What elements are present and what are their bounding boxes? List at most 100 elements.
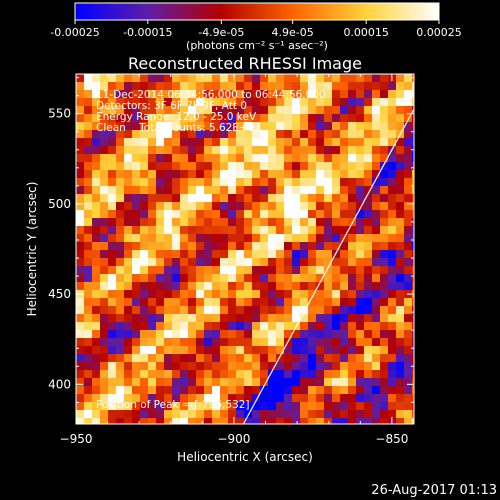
heatmap-cell <box>204 314 213 323</box>
heatmap-cell <box>380 90 389 99</box>
heatmap-cell <box>172 338 181 347</box>
heatmap-cell <box>180 290 189 299</box>
heatmap-cell <box>196 394 205 403</box>
heatmap-cell <box>268 330 277 339</box>
heatmap-cell <box>100 114 109 123</box>
heatmap-cell <box>116 370 125 379</box>
heatmap-cell <box>340 226 349 235</box>
heatmap-cell <box>324 234 333 243</box>
heatmap-cell <box>132 226 141 235</box>
heatmap-cell <box>316 266 325 275</box>
heatmap-cell <box>84 282 93 291</box>
heatmap-cell <box>332 74 341 83</box>
heatmap-cell <box>92 258 101 267</box>
heatmap-cell <box>412 354 414 363</box>
heatmap-cell <box>244 306 253 315</box>
info-annotations: 11-Dec-2014 06:34:56.000 to 06:44:56.000… <box>96 89 326 411</box>
heatmap-cell <box>204 114 213 123</box>
heatmap-cell <box>148 402 157 411</box>
heatmap-cell <box>220 306 229 315</box>
heatmap-cell <box>356 138 365 147</box>
heatmap-cell <box>132 394 141 403</box>
heatmap-cell <box>380 194 389 203</box>
heatmap-cell <box>340 170 349 179</box>
heatmap-cell <box>284 298 293 307</box>
heatmap-cell <box>132 90 141 99</box>
heatmap-cell <box>356 330 365 339</box>
heatmap-cell <box>332 186 341 195</box>
heatmap-cell <box>276 370 285 379</box>
heatmap-cell <box>204 106 213 115</box>
heatmap-cell <box>332 234 341 243</box>
colorbar-tick-label: -0.00025 <box>50 26 99 39</box>
heatmap-cell <box>236 218 245 227</box>
heatmap-cell <box>156 330 165 339</box>
heatmap-cell <box>284 170 293 179</box>
heatmap-cell <box>276 250 285 259</box>
heatmap-cell <box>404 274 413 283</box>
heatmap-cell <box>100 210 109 219</box>
heatmap-cell <box>116 346 125 355</box>
heatmap-cell <box>76 338 85 347</box>
y-tick-label: 450 <box>48 287 71 301</box>
heatmap-cell <box>108 378 117 387</box>
heatmap-cell <box>180 370 189 379</box>
heatmap-cell <box>388 178 397 187</box>
heatmap-cell <box>188 154 197 163</box>
heatmap-cell <box>212 170 221 179</box>
heatmap-cell <box>364 226 373 235</box>
heatmap-cell <box>404 282 413 291</box>
heatmap-cell <box>148 386 157 395</box>
heatmap-cell <box>324 386 333 395</box>
heatmap-cell <box>276 306 285 315</box>
heatmap-cell <box>300 202 309 211</box>
heatmap-cell <box>84 306 93 315</box>
heatmap-cell <box>220 210 229 219</box>
heatmap-cell <box>332 138 341 147</box>
heatmap-cell <box>228 346 237 355</box>
heatmap-cell <box>396 314 405 323</box>
heatmap-cell <box>188 146 197 155</box>
heatmap-cell <box>348 346 357 355</box>
heatmap-cell <box>260 194 269 203</box>
heatmap-cell <box>276 74 285 83</box>
heatmap-cell <box>316 90 325 99</box>
heatmap-cell <box>84 202 93 211</box>
heatmap-cell <box>180 130 189 139</box>
heatmap-cell <box>292 194 301 203</box>
heatmap-cell <box>356 106 365 115</box>
heatmap-cell <box>372 274 381 283</box>
heatmap-cell <box>108 346 117 355</box>
heatmap-cell <box>156 226 165 235</box>
heatmap-cell <box>356 194 365 203</box>
heatmap-cell <box>300 378 309 387</box>
heatmap-cell <box>140 338 149 347</box>
heatmap-cell <box>196 330 205 339</box>
heatmap-cell <box>372 194 381 203</box>
heatmap-cell <box>116 130 125 139</box>
heatmap-cell <box>140 370 149 379</box>
heatmap-cell <box>412 314 414 323</box>
heatmap-cell <box>292 338 301 347</box>
heatmap-cell <box>212 282 221 291</box>
heatmap-cell <box>212 138 221 147</box>
heatmap-cell <box>340 274 349 283</box>
heatmap-cell <box>252 114 261 123</box>
heatmap-cell <box>252 122 261 131</box>
heatmap-cell <box>332 282 341 291</box>
heatmap-cell <box>220 274 229 283</box>
heatmap-cell <box>156 306 165 315</box>
heatmap-cell <box>100 98 109 107</box>
heatmap-cell <box>164 346 173 355</box>
heatmap-cell <box>284 154 293 163</box>
heatmap-cell <box>124 210 133 219</box>
colorbar-tick-label: 0.00025 <box>416 26 462 39</box>
heatmap-cell <box>140 282 149 291</box>
heatmap-cell <box>164 162 173 171</box>
heatmap-cell <box>172 98 181 107</box>
heatmap-cell <box>276 218 285 227</box>
heatmap-cell <box>100 234 109 243</box>
heatmap-cell <box>324 330 333 339</box>
heatmap-cell <box>268 266 277 275</box>
heatmap-cell <box>396 282 405 291</box>
